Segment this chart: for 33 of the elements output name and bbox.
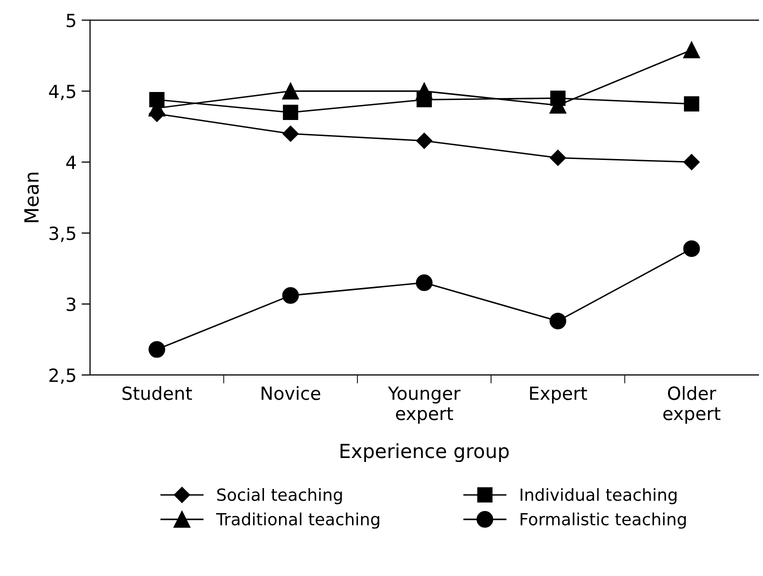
legend-label: Formalistic teaching [520, 512, 686, 529]
point [550, 312, 566, 330]
point [416, 92, 432, 108]
point [683, 240, 700, 257]
y-tick-label: 2,5 [49, 368, 76, 384]
y-tick-label: 5 [66, 14, 76, 28]
point [684, 154, 700, 170]
x-tick-label: Younger expert [388, 386, 461, 424]
y-tick-label: 4 [66, 156, 76, 169]
point [282, 126, 299, 142]
x-tick-label: Expert [530, 386, 588, 404]
point [683, 42, 700, 58]
x-tick-label: Older expert [663, 386, 720, 424]
y-axis-title: Mean [24, 172, 39, 222]
legend-label: Social teaching [217, 488, 342, 504]
point [550, 150, 566, 166]
legend-label: Individual teaching [520, 488, 676, 504]
point [684, 96, 700, 112]
y-tick-label: 3,5 [50, 226, 76, 242]
point [416, 274, 433, 292]
point [149, 92, 165, 108]
x-axis-title: Experience group [340, 443, 509, 462]
y-tick-label: 3 [66, 297, 76, 312]
point [282, 287, 299, 304]
point [282, 104, 298, 120]
y-tick-label: 4,5 [49, 84, 76, 100]
point [550, 90, 566, 106]
point [282, 82, 299, 100]
x-tick-label: Novice [262, 386, 320, 400]
legend-label: Traditional teaching [216, 512, 380, 529]
x-tick-label: Student [122, 386, 192, 400]
point [148, 341, 166, 358]
point [416, 132, 432, 149]
